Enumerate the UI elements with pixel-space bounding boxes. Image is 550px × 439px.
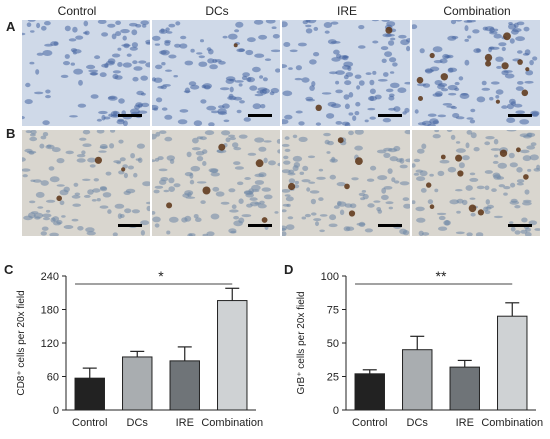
scale-bar [118,114,142,117]
row-label-b: B [6,126,16,141]
micrograph-a-control [22,20,150,126]
chart-d-bar [354,373,385,411]
chart-c-bar [74,377,105,411]
chart-c-y-tick-label: 120 [41,338,59,350]
chart-d-x-tick-label: Control [352,417,387,429]
scale-bar [248,114,272,117]
chart-c-x-tick-label: Combination [201,417,263,429]
chart-c-bar [169,360,200,411]
chart-d-x-tick-label: DCs [407,417,429,429]
row-label-a: A [6,19,16,34]
column-label-dcs: DCs [205,4,229,18]
bar-chart-cd8: 0 60 120 180 240 CD8⁺ cells per 20x field Cont… [16,268,263,429]
chart-c-x-tick-label: DCs [127,417,149,429]
chart-d-y-tick-label: 0 [333,405,339,417]
chart-c-bar [217,300,248,411]
chart-d-significance-label: ** [436,268,447,284]
column-label-control: Control [57,4,97,18]
chart-d-bar [402,349,433,411]
chart-c-y-tick-label: 0 [53,405,59,417]
chart-c-x-tick-label: IRE [176,417,194,429]
panel-letter-c: C [4,262,14,277]
chart-c-y-tick-label: 180 [41,305,59,317]
chart-d-y-axis-label: GrB⁺ cells per 20x field [296,291,307,394]
chart-d-y-tick-label: 50 [327,338,339,350]
column-label-ire: IRE [336,4,357,18]
chart-d-x-tick-label: IRE [456,417,474,429]
chart-d-bar [449,366,480,411]
micrograph-a-ire [282,20,410,126]
tissue-texture [22,130,150,236]
tissue-texture [282,20,410,126]
tissue-texture [152,130,280,236]
chart-c-y-tick-label: 60 [47,372,59,384]
micrograph-b-combination [412,130,540,236]
scale-bar [378,224,402,227]
tissue-texture [282,130,410,236]
micrograph-b-control [22,130,150,236]
chart-d-y-tick-label: 25 [327,372,339,384]
chart-c-bar [122,356,153,411]
tissue-texture [152,20,280,126]
chart-c-y-tick-label: 240 [41,271,59,283]
tissue-texture [412,130,540,236]
column-label-combination: Combination [443,4,511,18]
micrograph-b-dcs [152,130,280,236]
bar-chart-grb: 0 25 50 75 100 GrB⁺ cells per 20x field Contro… [296,268,543,429]
scale-bar [118,224,142,227]
chart-c-significance-label: * [158,268,164,284]
chart-d-y-tick-label: 75 [327,305,339,317]
panel-letter-d: D [284,262,294,277]
micrograph-a-combination [412,20,540,126]
micrograph-b-ire [282,130,410,236]
chart-d-x-tick-label: Combination [481,417,543,429]
scale-bar [508,224,532,227]
chart-c-y-axis-label: CD8⁺ cells per 20x field [16,290,27,395]
chart-d-bar [497,315,528,411]
scale-bar [378,114,402,117]
micrograph-a-dcs [152,20,280,126]
scale-bar [508,114,532,117]
chart-c-x-tick-label: Control [72,417,107,429]
chart-d-y-tick-label: 100 [321,271,339,283]
tissue-texture [412,20,540,126]
scale-bar [248,224,272,227]
tissue-texture [22,20,150,126]
